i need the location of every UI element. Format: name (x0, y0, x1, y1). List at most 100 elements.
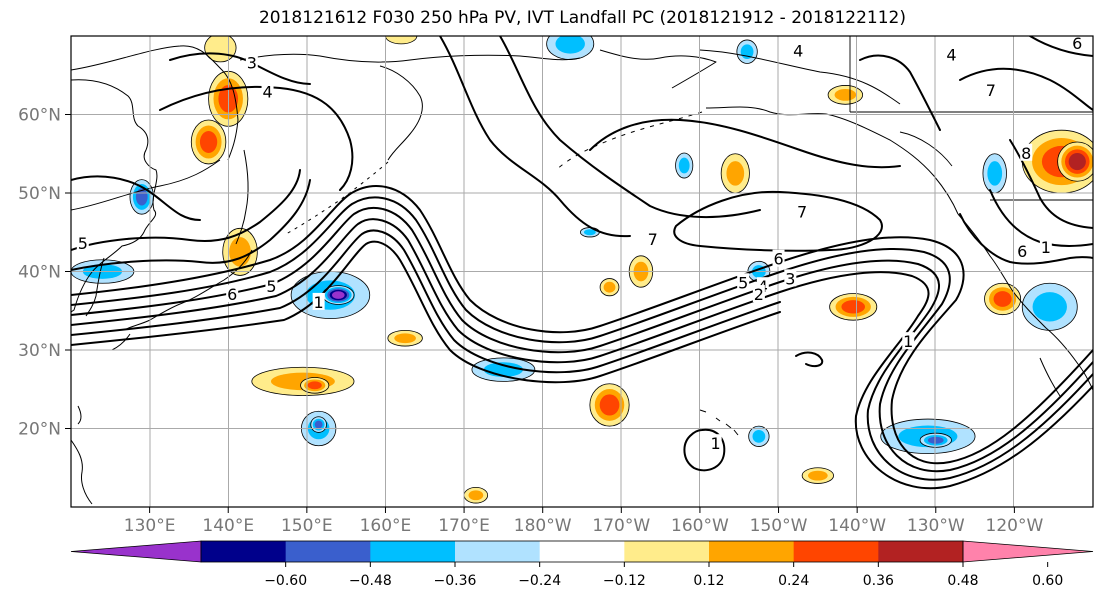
x-tick-label: 130°E (124, 516, 176, 536)
contour-label: 1 (314, 293, 324, 312)
coastline-alaska-north (699, 49, 901, 105)
border-china-north (71, 159, 221, 211)
coastline-sakhalin (235, 149, 249, 245)
colorbar-swatch (201, 541, 287, 562)
pv-anomaly-fill (583, 229, 596, 236)
contour-label-bg (1020, 143, 1033, 161)
contour-label: 8 (1021, 144, 1031, 163)
colorbar-swatch (285, 541, 371, 562)
pv-anomaly-fill (834, 88, 857, 101)
jet-contour-1 (71, 185, 1093, 465)
pv-anomaly-fill (599, 394, 620, 416)
coastline-taiwan (77, 405, 82, 425)
pv-anomaly-25 (1057, 141, 1093, 182)
contour-label: 5 (738, 273, 748, 292)
jet-contour-2 (71, 196, 1093, 473)
contour-7-bubble (673, 190, 883, 252)
coastline-bc (957, 213, 1013, 291)
contour-label: 3 (785, 269, 795, 288)
pv-anomaly-fill (394, 333, 416, 344)
contour-label: 1 (903, 332, 913, 351)
colorbar-tick-label: −0.48 (349, 573, 392, 589)
colorbar-swatch (539, 541, 625, 562)
jet-contour-4 (71, 218, 1093, 490)
coastline-kurils (285, 161, 389, 235)
contour-label-bg (772, 249, 785, 267)
pv-anomaly-12 (387, 329, 423, 347)
contour-label: 6 (773, 250, 783, 269)
pv-anomaly-18 (827, 85, 864, 105)
pv-anomaly-fill (726, 161, 745, 186)
pv-anomaly-16 (599, 278, 620, 297)
pv-anomaly-35 (580, 227, 600, 238)
contour-label: 1 (1041, 238, 1051, 257)
x-tick-label: 150°E (281, 516, 333, 536)
pv-anomaly-fill (678, 157, 690, 174)
pv-anomaly-fill (385, 36, 418, 45)
pv-anomaly-31 (801, 467, 834, 484)
contour-label: 6 (1017, 242, 1027, 261)
colorbar-swatch (624, 541, 710, 562)
pv-anomaly-fill (314, 420, 323, 429)
pv-anomaly-29 (675, 152, 694, 179)
contour-label-bg (1016, 241, 1029, 259)
colorbar-tick-label: −0.12 (603, 573, 646, 589)
contour-ne-7 (959, 67, 1093, 111)
contour-label-bg (646, 230, 659, 248)
contour-bc-trough-1 (959, 213, 1093, 265)
pv-anomaly-fill (808, 470, 828, 481)
contour-label: 4 (946, 46, 956, 65)
contour-label-bg (1039, 237, 1052, 255)
contour-label-bg (902, 332, 915, 350)
coastline-okhotsk (239, 53, 581, 63)
coastline-siberia (71, 45, 239, 161)
y-tick-label: 60°N (18, 106, 61, 126)
y-tick-label: 30°N (18, 341, 61, 361)
pv-anomaly-14 (589, 383, 630, 427)
jet-contour-6 (71, 240, 781, 384)
y-tick-label: 40°N (18, 263, 61, 283)
colorbar-swatch (793, 541, 879, 562)
pv-anomaly-9 (300, 377, 330, 394)
contour-label: 7 (797, 203, 807, 222)
colorbar-swatch (709, 541, 795, 562)
pv-anomaly-17 (720, 153, 750, 194)
y-axis-ticks: 20°N 30°N 40°N 50°N 60°N (18, 106, 71, 440)
x-tick-label: 120°W (986, 516, 1044, 536)
pv-anomaly-32 (463, 486, 489, 504)
coastline-chukotka (599, 49, 717, 89)
pv-anomaly-fill (468, 490, 484, 501)
contour-east-ridge (1009, 139, 1093, 229)
coastline-japan (123, 249, 253, 331)
contour-label-bg (984, 80, 997, 98)
pv-anomaly-fill (987, 161, 1003, 186)
pv-anomaly-fill (307, 381, 322, 390)
contour-label: 5 (266, 277, 276, 296)
coastline-baja (1039, 357, 1061, 397)
colorbar-tick-label: 0.36 (863, 573, 894, 589)
pv-anomaly-23 (1021, 282, 1078, 331)
contour-label-bg (245, 53, 258, 71)
contour-label: 6 (1072, 34, 1082, 53)
x-tick-label: 160°W (671, 516, 729, 536)
jet-contour-5 (71, 229, 781, 374)
colorbar-tick-label: 0.60 (1032, 573, 1063, 589)
contour-west-arc (71, 175, 201, 221)
x-tick-label: 180°W (514, 516, 572, 536)
contour-label: 4 (262, 83, 272, 102)
contour-label-bg (796, 202, 809, 220)
y-tick-label: 20°N (18, 420, 61, 440)
contour-label-bg (265, 277, 278, 295)
colorbar-tick-label: 0.48 (947, 573, 978, 589)
border-bc-alaska (899, 131, 953, 167)
pv-anomaly-fill (927, 436, 944, 444)
contour-alaska-loop (859, 54, 941, 131)
pv-anomaly-7 (322, 285, 355, 305)
colorbar-tick-label: 0.12 (693, 573, 724, 589)
pv-anomaly-fill (1068, 153, 1086, 171)
coastline-uswest (1011, 289, 1093, 391)
contour-label-bg (945, 45, 958, 63)
colorbar-extend-high (962, 540, 1094, 563)
pv-anomaly-1 (190, 119, 227, 165)
